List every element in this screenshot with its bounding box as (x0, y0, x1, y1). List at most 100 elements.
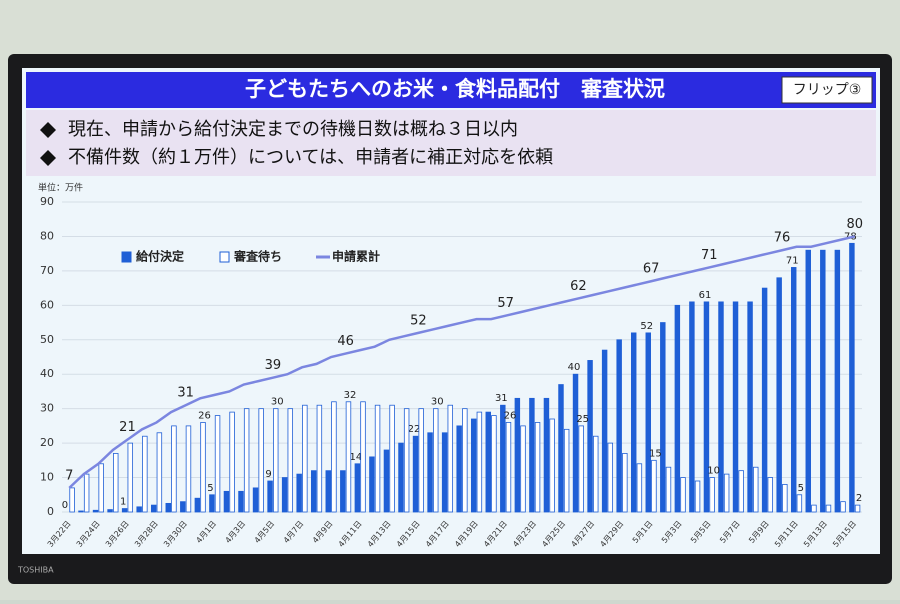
data-label: 26 (198, 410, 211, 421)
bar (360, 401, 366, 513)
bullet-box (26, 110, 876, 176)
bar (549, 418, 555, 513)
data-label: 15 (649, 448, 662, 459)
bar (558, 384, 564, 513)
bar (543, 397, 550, 513)
legend-swatch (219, 251, 230, 263)
data-label: 80 (846, 217, 863, 232)
bar (142, 435, 148, 513)
bar (709, 477, 715, 513)
bar (403, 408, 410, 513)
bar (258, 408, 264, 513)
bar (520, 425, 526, 513)
data-label: 71 (786, 255, 799, 266)
bar (296, 473, 302, 513)
bar (732, 301, 739, 513)
bar (587, 360, 593, 513)
bar (389, 404, 395, 513)
bar (345, 401, 352, 513)
bar (790, 267, 797, 513)
data-label: 39 (265, 358, 282, 373)
bar (209, 494, 215, 513)
bar (113, 453, 119, 513)
unit-label: 単位：万件 (38, 182, 83, 194)
bar (69, 487, 75, 513)
data-label: 5 (798, 483, 804, 494)
data-label: 61 (699, 290, 712, 301)
bar (660, 322, 666, 513)
data-label: 21 (119, 420, 136, 435)
data-label: 7 (65, 468, 73, 483)
bar (107, 509, 113, 513)
y-tick-label: 90 (40, 195, 54, 208)
bar (723, 473, 730, 513)
bar (738, 470, 744, 513)
bar (514, 397, 521, 513)
bar (534, 422, 541, 513)
flip-button (781, 76, 873, 104)
bar (753, 466, 759, 513)
bar (476, 411, 483, 513)
bar (427, 432, 433, 513)
bullet-icon (40, 150, 56, 166)
data-label: 22 (408, 424, 421, 435)
y-tick-label: 10 (40, 471, 54, 484)
bar (171, 425, 177, 513)
bar (354, 463, 361, 513)
bar (302, 404, 308, 513)
data-label: 31 (177, 386, 194, 401)
y-tick-label: 30 (40, 402, 54, 415)
data-label: 30 (271, 397, 284, 408)
bar (689, 301, 695, 513)
bar (150, 504, 157, 513)
bar (645, 332, 651, 513)
bar (840, 501, 846, 513)
bar (694, 480, 701, 513)
bar (165, 502, 171, 513)
data-label: 46 (337, 334, 354, 349)
bar (622, 453, 628, 513)
data-label: 5 (207, 483, 213, 494)
bar (563, 428, 570, 513)
bar (834, 249, 841, 513)
bar (331, 401, 337, 513)
bar (776, 277, 782, 513)
bar (310, 470, 317, 513)
line (68, 235, 856, 489)
bar (214, 415, 221, 513)
bar (325, 470, 331, 513)
data-label: 25 (576, 414, 589, 425)
bar (616, 339, 622, 513)
bar (83, 473, 90, 513)
bar (470, 418, 477, 513)
bar (398, 442, 404, 513)
bar (825, 504, 832, 513)
legend-swatch (121, 251, 132, 263)
bullet-icon (40, 122, 56, 138)
bar (252, 487, 259, 513)
bar (273, 408, 279, 513)
data-label: 30 (431, 397, 444, 408)
title: 子どもたちへのお米・食料品配付 審査状況 (245, 77, 665, 101)
bar (418, 408, 424, 513)
bar (630, 332, 637, 513)
bar (383, 449, 390, 513)
bar (78, 510, 84, 513)
bar (238, 490, 244, 513)
y-tick-label: 20 (40, 436, 54, 449)
bullet-text: 現在、申請から給付決定までの待機日数は概ね３日以内 (68, 119, 518, 140)
data-label: 1 (120, 497, 126, 508)
bar (433, 408, 439, 513)
data-label: 32 (344, 390, 357, 401)
bar (491, 415, 497, 513)
bar (243, 408, 250, 513)
bar (505, 422, 512, 513)
bar (412, 435, 419, 513)
data-label: 10 (707, 466, 720, 477)
bar (340, 470, 346, 513)
y-tick-label: 50 (40, 333, 54, 346)
bar (572, 373, 579, 513)
bar (593, 435, 599, 513)
bar (674, 304, 681, 513)
